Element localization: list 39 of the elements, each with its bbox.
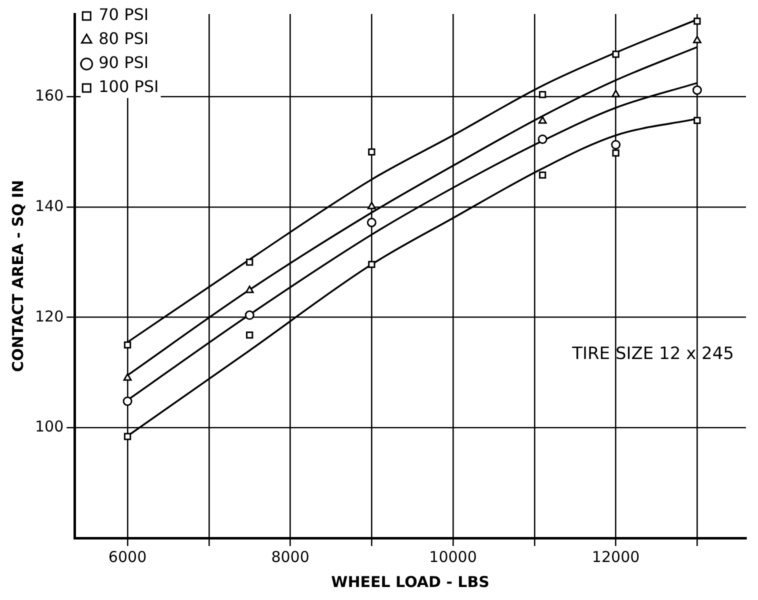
x-axis-title: WHEEL LOAD - LBS <box>331 572 490 591</box>
point <box>368 260 376 268</box>
legend-label: 100 PSI <box>98 77 159 96</box>
point <box>538 134 548 144</box>
point <box>123 373 132 381</box>
annotation: TIRE SIZE 12 x 245 <box>571 344 734 364</box>
point <box>611 140 621 150</box>
point <box>612 149 620 157</box>
point <box>538 171 546 179</box>
point <box>694 116 701 124</box>
y-axis-title: CONTACT AREA - SQ IN <box>8 180 27 372</box>
point <box>367 202 376 210</box>
point <box>366 218 376 228</box>
point <box>612 90 620 98</box>
point <box>368 148 376 156</box>
legend-label: 80 PSI <box>98 29 149 48</box>
point <box>538 90 546 98</box>
y-tick-label: 160 <box>34 86 64 105</box>
x-tick-label: 12000 <box>592 548 640 566</box>
point <box>612 50 620 58</box>
x-tick-label: 8000 <box>271 548 310 566</box>
y-tick-label: 140 <box>34 196 64 215</box>
point <box>124 341 132 349</box>
x-tick-label: 6000 <box>108 548 147 566</box>
point <box>694 18 701 25</box>
point <box>692 85 702 95</box>
point <box>692 36 702 44</box>
legend-label: 70 PSI <box>98 5 149 24</box>
y-tick-label: 100 <box>34 418 64 436</box>
point <box>244 310 254 320</box>
point <box>538 116 547 124</box>
point <box>122 396 132 406</box>
point <box>246 331 254 339</box>
y-tick-label: 120 <box>34 307 64 326</box>
x-tick-label: 10000 <box>429 548 477 566</box>
point <box>245 286 254 294</box>
legend-label: 90 PSI <box>98 53 149 72</box>
point <box>246 258 254 266</box>
point <box>124 432 132 440</box>
